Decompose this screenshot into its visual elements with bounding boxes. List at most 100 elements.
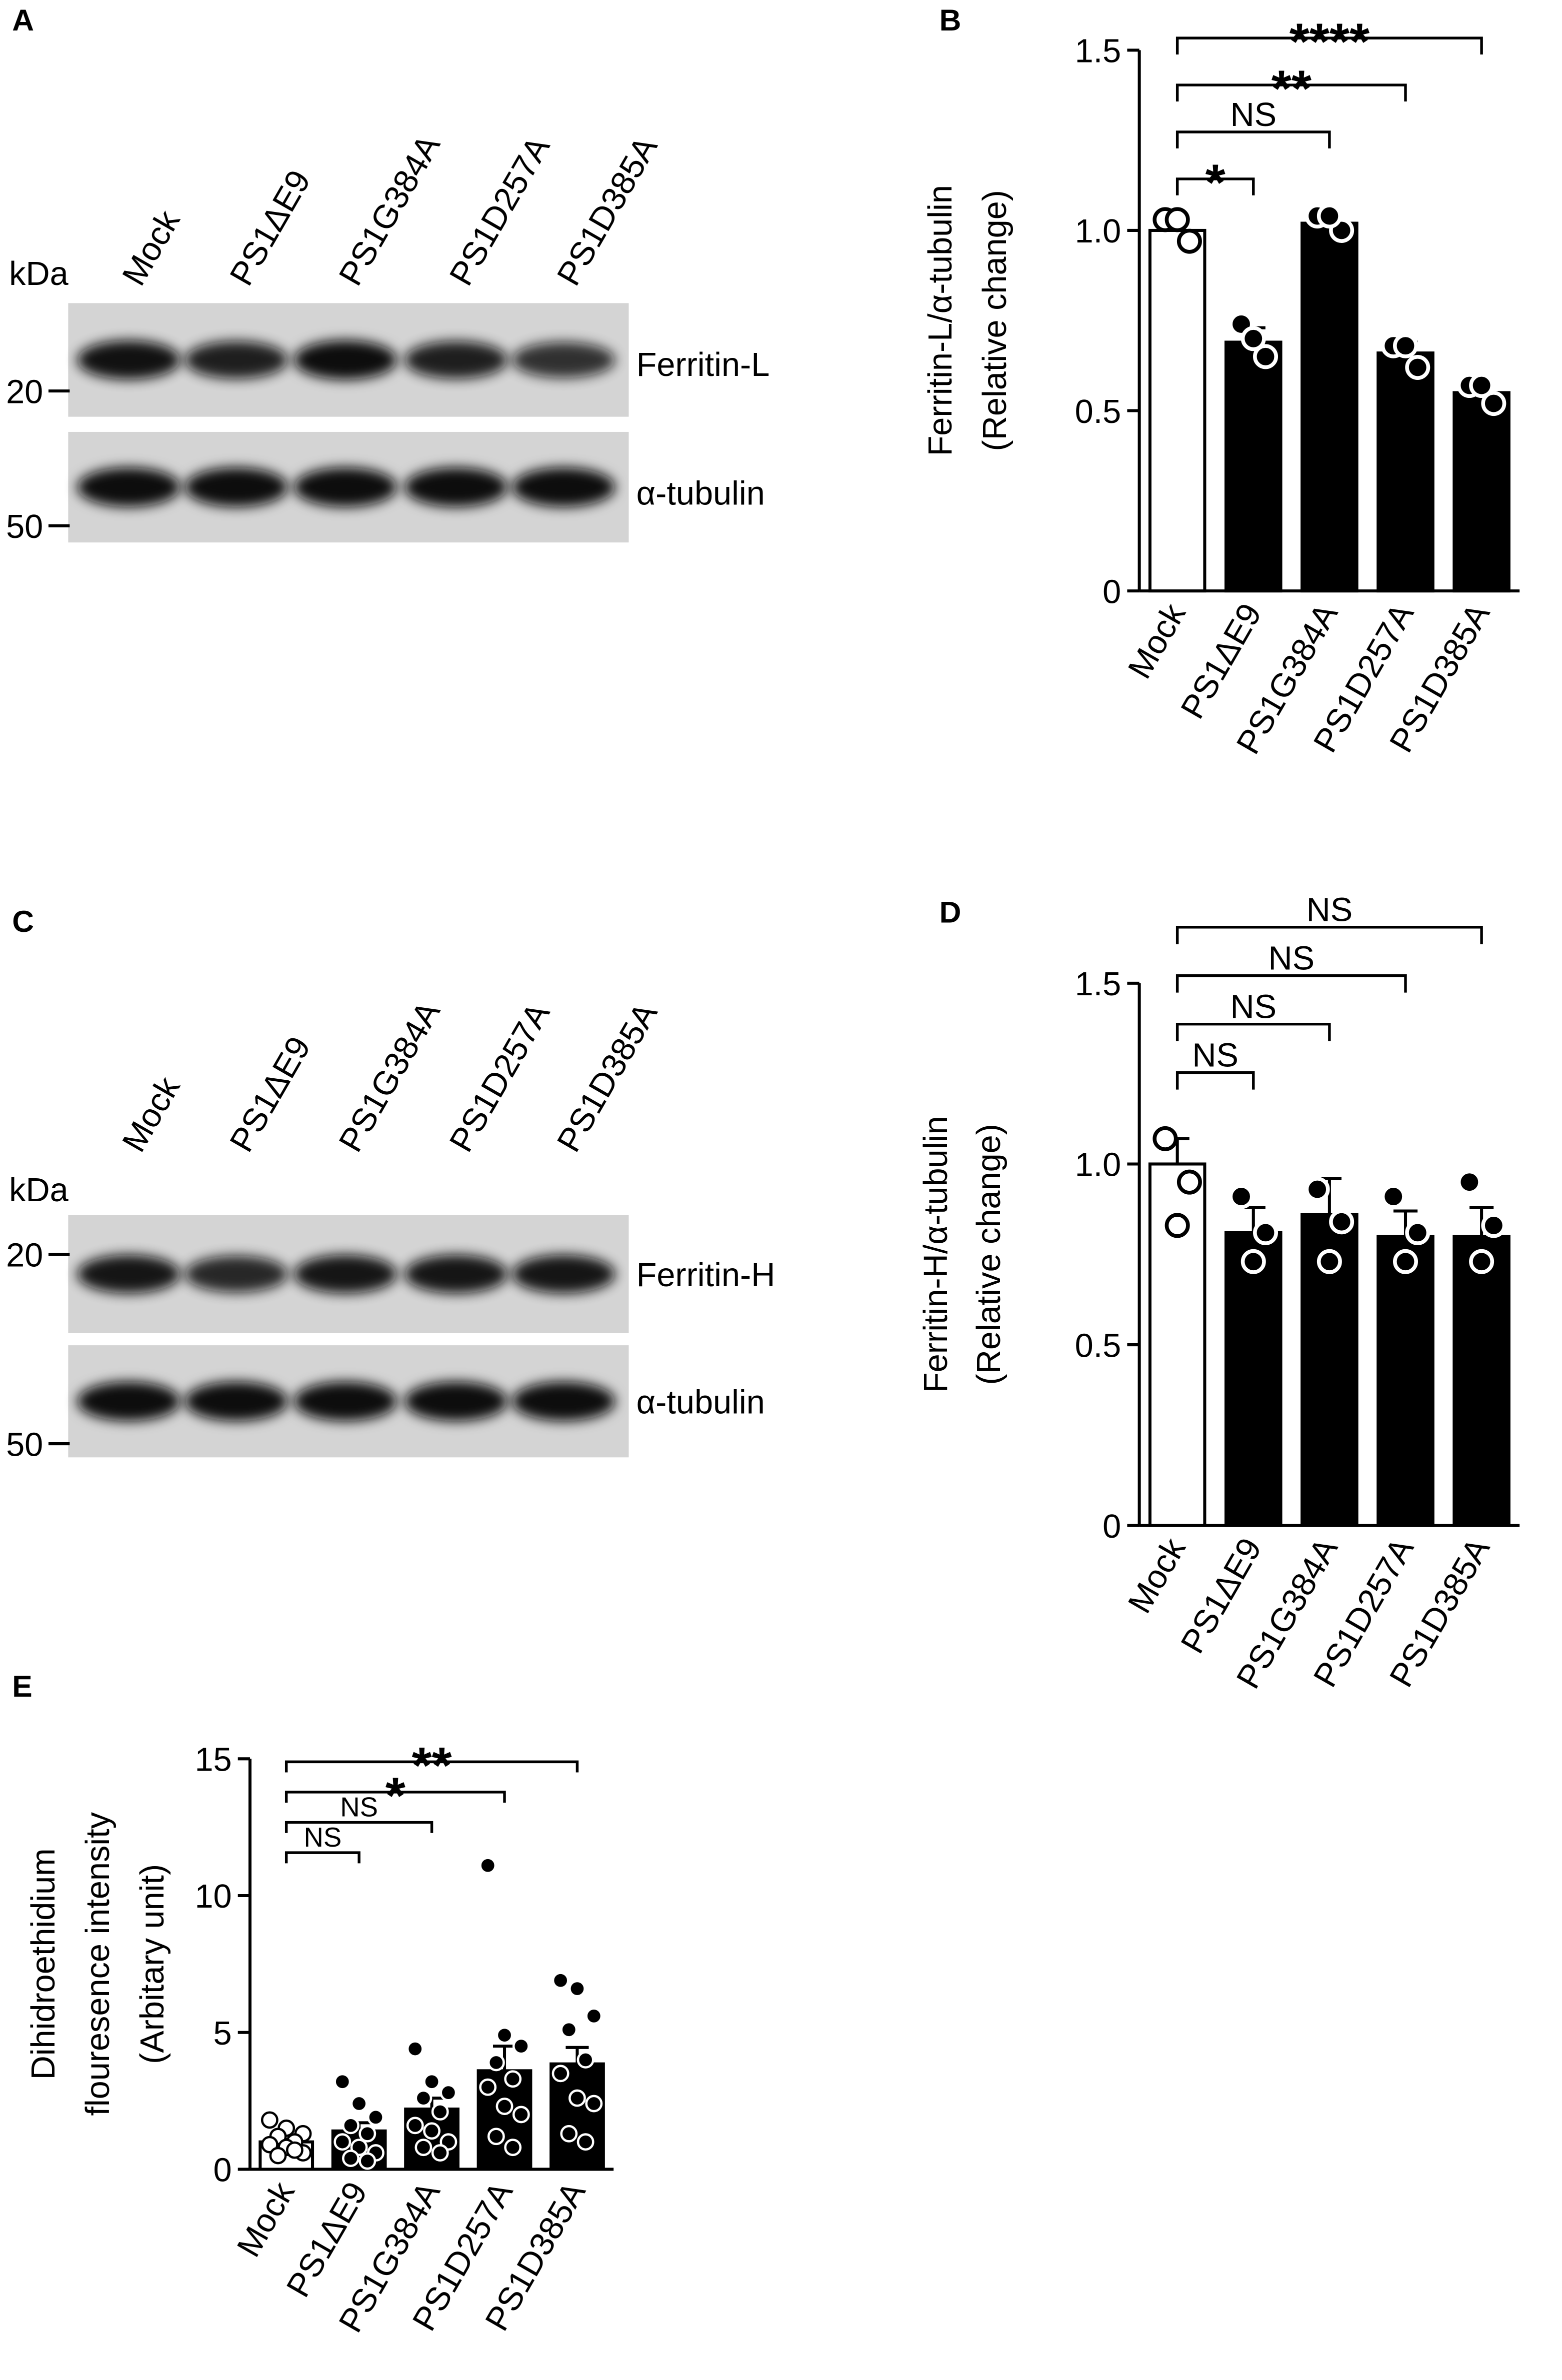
lane-label: PS1D385A <box>550 130 664 292</box>
band <box>512 1381 616 1421</box>
bar <box>1148 228 1206 593</box>
data-point <box>1316 203 1342 229</box>
data-point <box>479 2078 497 2096</box>
data-point <box>1228 1184 1254 1209</box>
data-point <box>269 2147 287 2165</box>
data-point <box>367 2109 384 2126</box>
data-point <box>260 2111 278 2129</box>
y-tick-label: 5 <box>214 2015 232 2052</box>
band <box>294 467 397 507</box>
band <box>512 467 616 507</box>
data-point <box>576 2133 594 2151</box>
data-point <box>1304 1177 1330 1202</box>
data-point <box>487 2054 505 2072</box>
x-tick-label: Mock <box>230 2176 302 2263</box>
lane-label: PS1D257A <box>442 997 557 1158</box>
bar <box>1224 1231 1282 1527</box>
band <box>184 1381 288 1421</box>
significance-label: NS <box>1230 96 1276 133</box>
band <box>404 1255 508 1294</box>
panel-label: C <box>12 904 34 938</box>
lane-label: PS1G384A <box>332 995 448 1158</box>
lane-label: PS1ΔE9 <box>223 1031 318 1158</box>
bar <box>1452 391 1510 593</box>
data-point <box>1240 326 1266 351</box>
band-label: α-tubulin <box>636 1384 765 1421</box>
data-point <box>496 2026 514 2044</box>
data-point <box>576 2051 594 2069</box>
significance-bracket <box>284 1760 579 1773</box>
data-point <box>1253 1220 1278 1245</box>
data-point <box>1456 1169 1482 1195</box>
significance-label: NS <box>1192 1037 1238 1074</box>
band-label: Ferritin-H <box>636 1257 776 1294</box>
data-point <box>1481 1213 1506 1238</box>
y-tick-label: 0 <box>1102 573 1121 610</box>
data-point <box>440 2084 458 2102</box>
marker-label: 50 <box>6 508 43 545</box>
significance-bracket <box>1176 130 1331 148</box>
lane-label: PS1G384A <box>332 128 448 291</box>
lane-label: PS1D257A <box>442 130 557 292</box>
significance-label: NS <box>1230 989 1276 1026</box>
significance-label: * <box>386 1767 406 1824</box>
data-point <box>1176 228 1202 254</box>
lane-label: PS1D385A <box>550 997 664 1158</box>
band <box>184 467 288 507</box>
data-point <box>414 2089 432 2107</box>
data-point <box>1240 1249 1266 1274</box>
data-point <box>431 2103 449 2121</box>
y-tick-label: 0.5 <box>1075 1327 1122 1364</box>
data-point <box>504 2070 522 2088</box>
data-point <box>342 2150 360 2167</box>
data-point <box>552 1972 570 1990</box>
data-point <box>504 2139 522 2157</box>
data-point <box>1392 333 1418 358</box>
data-point <box>1253 344 1278 369</box>
data-point <box>414 2139 432 2157</box>
significance-bracket <box>284 1821 434 1833</box>
significance-label: ** <box>1272 59 1312 117</box>
data-point <box>479 1857 497 1875</box>
significance-bracket <box>1176 83 1407 101</box>
significance-bracket <box>1176 177 1255 195</box>
data-point <box>1316 1249 1342 1274</box>
panel-label: E <box>12 1669 32 1703</box>
data-point <box>487 2128 505 2146</box>
data-point <box>1392 1249 1418 1274</box>
bar <box>1376 1235 1434 1527</box>
significance-label: NS <box>1268 940 1315 977</box>
band-label: α-tubulin <box>636 475 765 512</box>
data-point <box>286 2141 304 2159</box>
data-point <box>406 2040 424 2058</box>
data-point <box>585 2095 603 2113</box>
data-point <box>496 2098 514 2115</box>
data-point <box>1481 391 1506 416</box>
significance-bracket <box>284 1791 506 1803</box>
data-point <box>552 2065 570 2083</box>
data-point <box>1469 373 1494 398</box>
data-point <box>358 2152 376 2170</box>
panel-label: A <box>12 3 34 37</box>
panel-label: B <box>940 3 962 37</box>
data-point <box>423 2122 440 2140</box>
y-axis-label: (Relative change) <box>970 1124 1008 1385</box>
y-axis-label: Ferritin-L/α-tubulin <box>922 185 959 456</box>
band <box>294 1381 397 1421</box>
band <box>294 1255 397 1294</box>
y-axis-label: Ferritin-H/α-tubulin <box>918 1116 954 1393</box>
bar <box>1300 221 1358 593</box>
band <box>512 1255 616 1294</box>
y-axis-label: (Arbitary unit) <box>134 1864 171 2064</box>
band <box>404 341 508 379</box>
data-point <box>560 2021 578 2039</box>
data-point <box>1469 1249 1494 1274</box>
data-point <box>342 2117 360 2135</box>
y-tick-label: 15 <box>194 1742 232 1779</box>
significance-bracket <box>1176 36 1483 55</box>
lane-label: Mock <box>116 1070 188 1158</box>
band <box>184 341 288 379</box>
data-point <box>431 2144 449 2162</box>
significance-bracket <box>1176 1022 1331 1041</box>
